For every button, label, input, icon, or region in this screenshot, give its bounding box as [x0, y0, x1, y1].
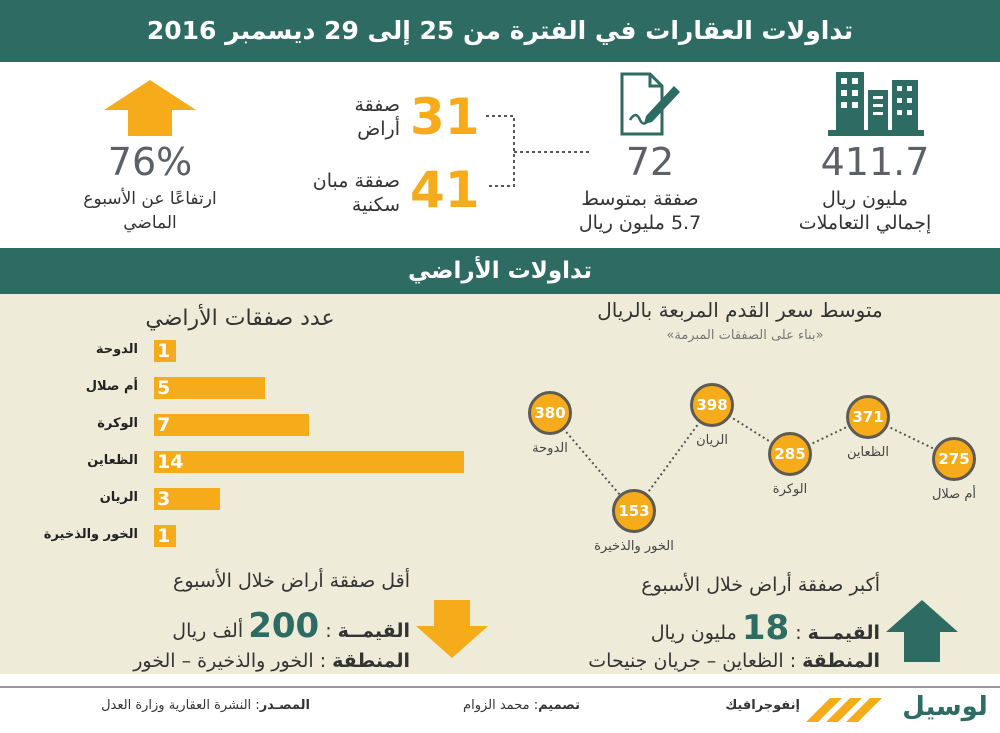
bar-category-label: الخور والذخيرة — [43, 527, 138, 542]
bar-value-label: 7 — [157, 414, 171, 436]
data-point: 275 — [932, 436, 976, 481]
data-point: 285 — [768, 432, 812, 477]
deals-line2: 5.7 مليون ريال — [578, 212, 702, 234]
bar-category-label: الدوحة — [95, 342, 138, 357]
smallest-deal-area-row: المنطقة : الخور والذخيرة – الخور — [60, 650, 410, 674]
bar-category-label: أم صلال — [85, 379, 138, 394]
colon: : — [313, 650, 333, 672]
housing-deals-line1: صفقة مبان — [312, 170, 400, 192]
page-title: تداولات العقارات في الفترة من 25 إلى 29 … — [0, 0, 1000, 62]
total-value: 411.7 — [820, 140, 930, 184]
bar — [154, 451, 464, 473]
change-line1: ارتفاعًا عن الأسبوع — [83, 189, 217, 209]
price-line-chart: 380 الدوحة 153 الخور والذخيرة 398 الريان 285 ال… — [490, 350, 990, 560]
bar — [154, 525, 177, 547]
bar — [154, 340, 177, 362]
point-category-label: الريان — [696, 433, 728, 449]
total-label: إجمالي التعاملات — [798, 212, 932, 234]
smallest-value-unit: ألف ريال — [172, 620, 244, 642]
smallest-area-key: المنطقة — [332, 650, 410, 672]
smallest-area-val: الخور والذخيرة – الخور — [133, 650, 314, 672]
land-deals-line2: أراض — [357, 118, 400, 140]
largest-value-num: 18 — [741, 608, 790, 648]
bar-value-label: 1 — [157, 525, 171, 547]
bar-category-label: الريان — [99, 490, 138, 505]
footer-divider — [0, 686, 1000, 688]
bar — [154, 414, 309, 436]
largest-deal-area-row: المنطقة : الظعاين – جريان جنيحات — [540, 650, 880, 674]
section-title: تداولات الأراضي — [0, 248, 1000, 294]
point-category-label: أم صلال — [931, 486, 977, 502]
footer-design: تصميم: محمد الزوام — [390, 698, 580, 713]
line-chart-subtitle: «بناء على الصفقات المبرمة» — [666, 328, 824, 343]
total-unit: مليون ريال — [821, 188, 909, 210]
bar-value-label: 5 — [157, 377, 171, 399]
smallest-deal-value-row: القيمــة : 200 ألف ريال — [120, 606, 410, 646]
bar-category-label: الوكرة — [97, 416, 138, 431]
largest-deal-value-row: القيمــة : 18 مليون ريال — [580, 608, 880, 648]
smallest-value-key: القيمــة — [337, 620, 410, 642]
colon: : — [251, 698, 260, 713]
colon: : — [783, 650, 803, 672]
largest-area-val: الظعاين – جريان جنيحات — [588, 650, 784, 672]
largest-value-key: القيمــة — [807, 622, 880, 644]
deals-line1: صفقة بمتوسط — [581, 188, 699, 210]
housing-deals-line2: سكنية — [351, 194, 400, 216]
data-point: 153 — [612, 489, 656, 534]
housing-deals-value: 41 — [410, 161, 480, 219]
colon: : — [319, 620, 338, 642]
buildings-icon — [828, 72, 924, 136]
brand-stripes-icon — [806, 698, 882, 722]
point-category-label: الظعاين — [847, 444, 889, 460]
design-val: محمد الزوام — [463, 698, 530, 713]
largest-value-unit: مليون ريال — [650, 622, 737, 644]
bar-category-label: الظعاين — [87, 453, 138, 468]
bar-value-label: 3 — [157, 488, 171, 510]
colon: : — [529, 698, 539, 713]
contract-icon — [620, 72, 680, 136]
arrow-up-icon — [104, 80, 196, 136]
data-point: 380 — [528, 391, 572, 435]
data-point: 371 — [846, 394, 890, 439]
largest-deal-title: أكبر صفقة أراض خلال الأسبوع — [641, 574, 880, 596]
infographic-label: إنفوجرافيك — [725, 698, 800, 713]
design-key: تصميم — [538, 698, 580, 713]
largest-area-key: المنطقة — [802, 650, 880, 672]
bracket-connector — [486, 115, 592, 187]
bar-chart-title: عدد صفقات الأراضي — [145, 306, 335, 331]
colon: : — [789, 622, 808, 644]
land-deals-value: 31 — [410, 88, 480, 146]
brand-logo: لوسيل — [902, 692, 988, 722]
source-key: المصـدر — [259, 698, 310, 713]
land-count-bar-chart: الدوحة 1 أم صلال 5 الوكرة 7 الظعاين 14 الريان 3 ال… — [0, 340, 480, 570]
smallest-value-num: 200 — [248, 606, 320, 646]
point-category-label: الوكرة — [772, 482, 808, 498]
data-point: 398 — [690, 383, 734, 428]
arrow-down-icon — [416, 600, 488, 658]
change-value: 76% — [107, 140, 193, 184]
land-deals-line1: صفقة — [354, 94, 400, 116]
bar-value-label: 14 — [157, 451, 184, 473]
bar-value-label: 1 — [157, 340, 171, 362]
change-line2: الماضي — [123, 213, 177, 233]
bar — [154, 377, 265, 399]
bar — [154, 488, 221, 510]
footer-source: المصـدر: النشرة العقارية وزارة العدل — [20, 698, 310, 713]
source-val: النشرة العقارية وزارة العدل — [101, 698, 252, 713]
point-category-label: الدوحة — [532, 441, 568, 456]
point-category-label: الخور والذخيرة — [594, 539, 674, 555]
line-chart-title: متوسط سعر القدم المربعة بالريال — [597, 298, 883, 322]
smallest-deal-title: أقل صفقة أراض خلال الأسبوع — [173, 570, 410, 592]
arrow-up-teal-icon — [886, 600, 958, 662]
deals-value: 72 — [625, 140, 675, 184]
